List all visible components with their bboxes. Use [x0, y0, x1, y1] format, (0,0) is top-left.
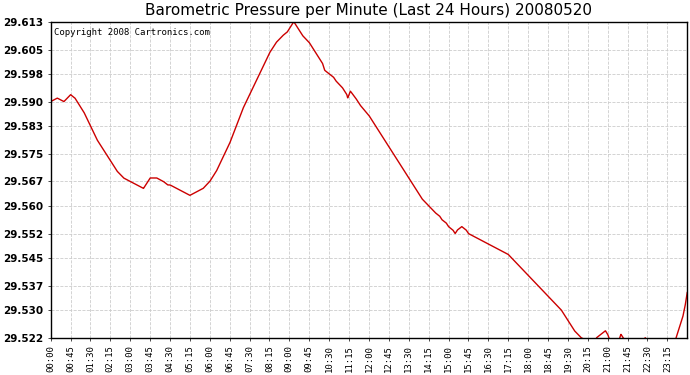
- Text: Copyright 2008 Cartronics.com: Copyright 2008 Cartronics.com: [54, 28, 210, 37]
- Title: Barometric Pressure per Minute (Last 24 Hours) 20080520: Barometric Pressure per Minute (Last 24 …: [146, 3, 593, 18]
